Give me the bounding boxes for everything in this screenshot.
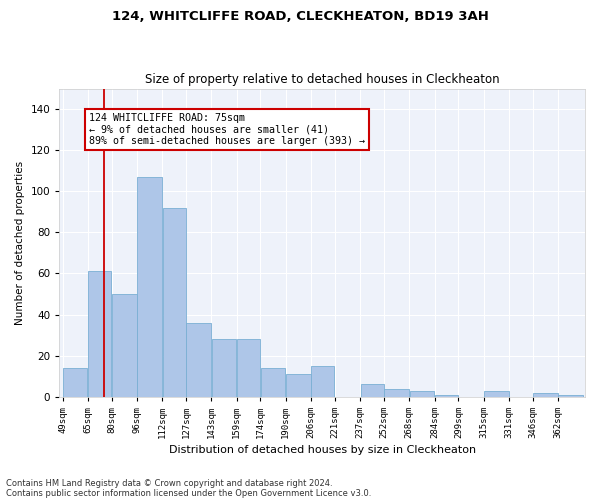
Title: Size of property relative to detached houses in Cleckheaton: Size of property relative to detached ho… — [145, 73, 499, 86]
Text: Contains HM Land Registry data © Crown copyright and database right 2024.: Contains HM Land Registry data © Crown c… — [6, 478, 332, 488]
Y-axis label: Number of detached properties: Number of detached properties — [15, 160, 25, 324]
Text: 124, WHITCLIFFE ROAD, CLECKHEATON, BD19 3AH: 124, WHITCLIFFE ROAD, CLECKHEATON, BD19 … — [112, 10, 488, 23]
Bar — [286, 374, 311, 397]
Bar — [410, 390, 434, 397]
Bar — [311, 366, 334, 397]
Bar — [237, 339, 260, 397]
Bar — [137, 177, 162, 397]
Bar — [533, 392, 558, 397]
Bar — [361, 384, 383, 397]
Text: 124 WHITCLIFFE ROAD: 75sqm
← 9% of detached houses are smaller (41)
89% of semi-: 124 WHITCLIFFE ROAD: 75sqm ← 9% of detac… — [89, 113, 365, 146]
Bar — [435, 394, 458, 397]
Bar — [187, 323, 211, 397]
Bar — [212, 339, 236, 397]
Bar — [63, 368, 88, 397]
Bar — [261, 368, 286, 397]
Bar — [484, 390, 509, 397]
Text: Contains public sector information licensed under the Open Government Licence v3: Contains public sector information licen… — [6, 488, 371, 498]
Bar — [88, 272, 111, 397]
Bar — [384, 388, 409, 397]
X-axis label: Distribution of detached houses by size in Cleckheaton: Distribution of detached houses by size … — [169, 445, 476, 455]
Bar — [112, 294, 137, 397]
Bar — [559, 394, 583, 397]
Bar — [163, 208, 185, 397]
